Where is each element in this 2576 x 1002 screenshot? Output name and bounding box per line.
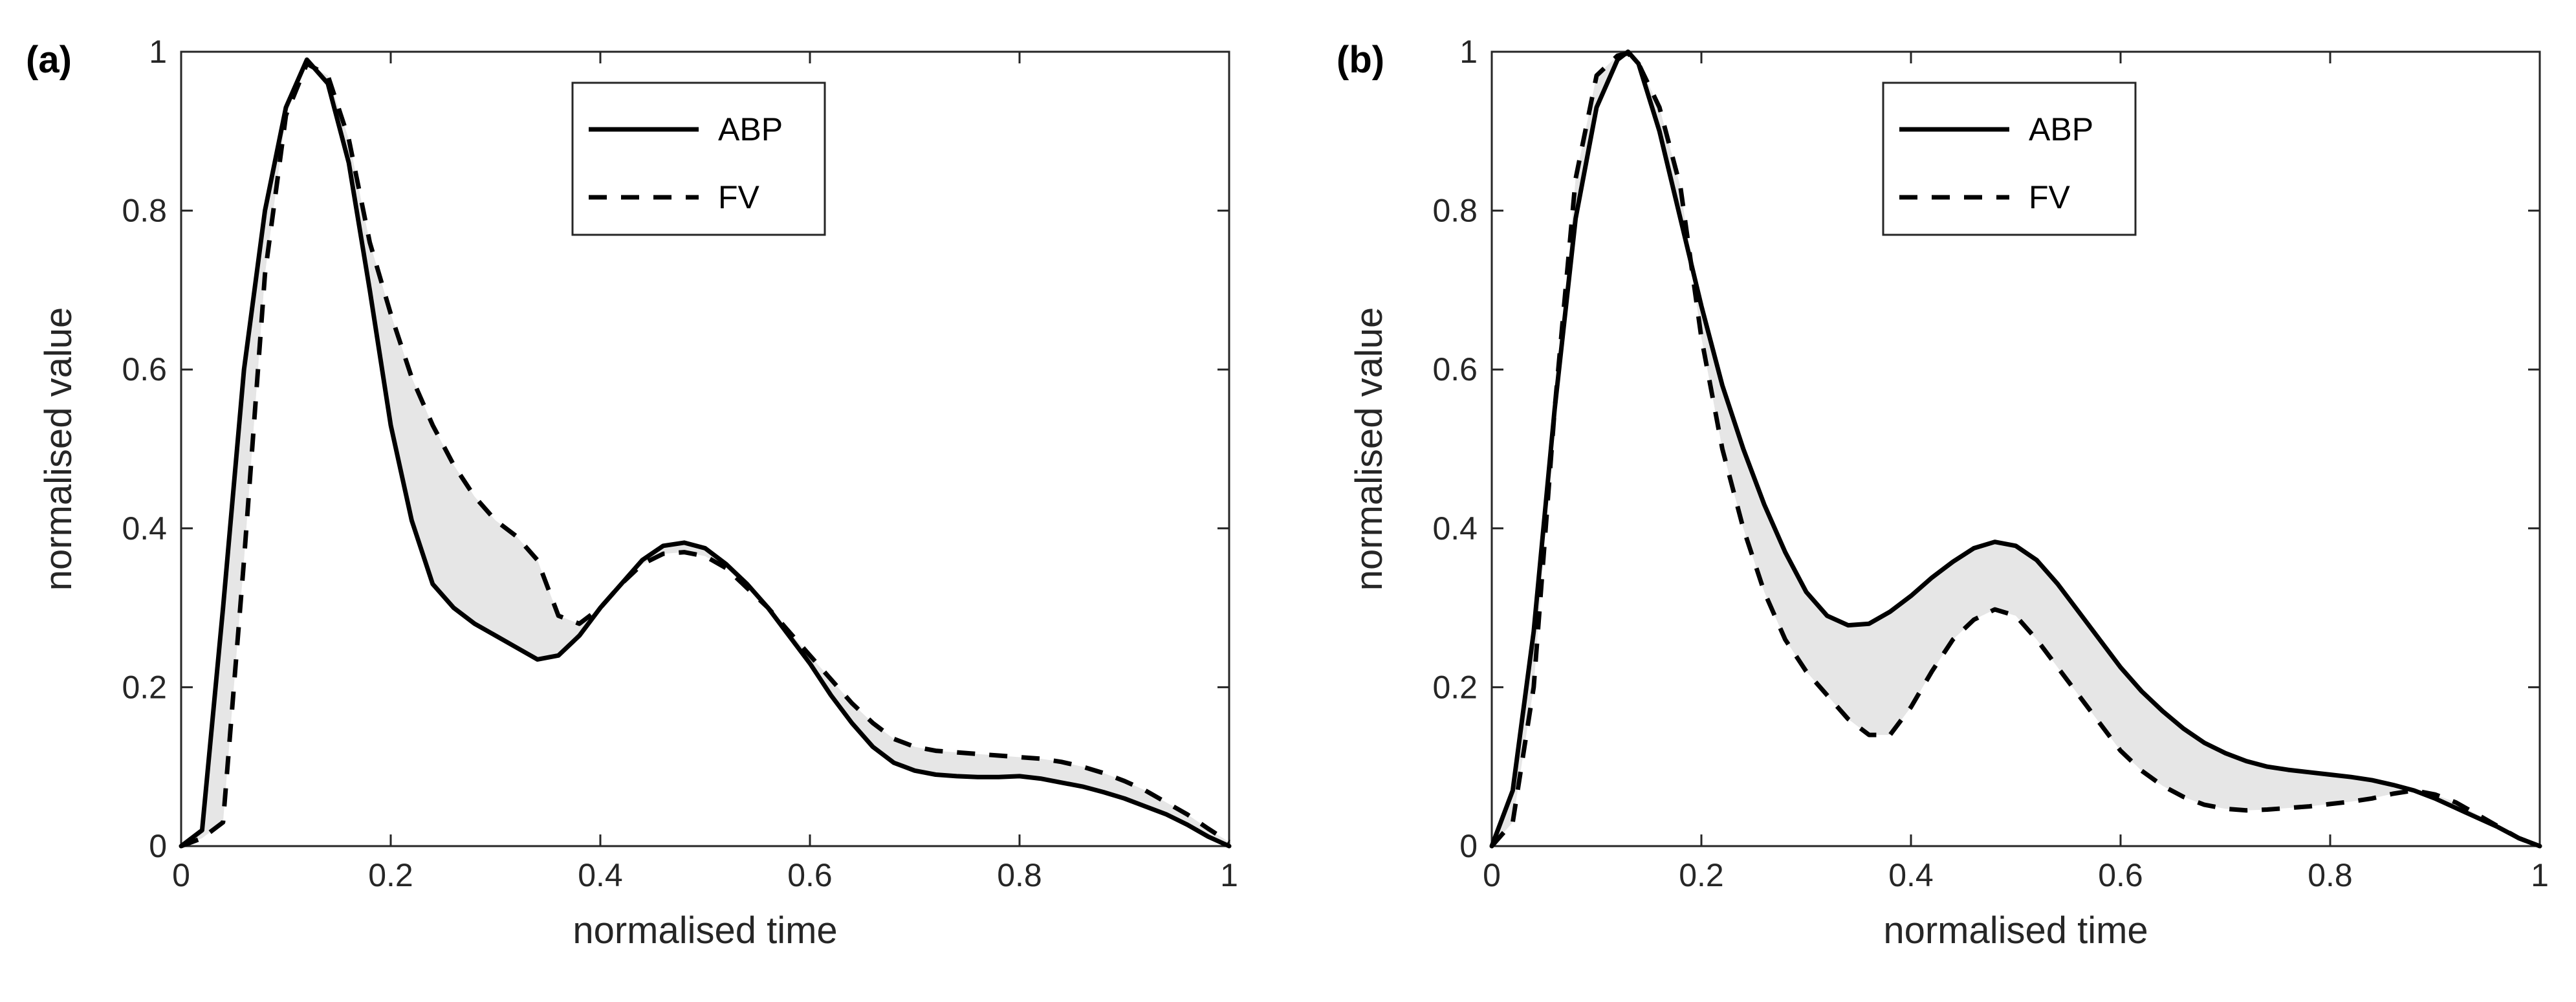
y-tick-label: 1	[149, 34, 167, 70]
legend-label-abp: ABP	[2029, 111, 2093, 147]
legend: ABP FV	[1882, 82, 2137, 236]
x-tick-label: 0	[1483, 857, 1501, 893]
legend-label-fv: FV	[718, 179, 760, 215]
chart-panel-a: 0 0.2 0.4 0.6 0.8 1 0 0.2 0.4 0.6 0.8 1 normalised t…	[26, 34, 1238, 952]
y-tick-label: 0	[149, 828, 167, 864]
y-tick-label: 0.6	[122, 351, 167, 387]
series-line-fv	[180, 61, 1230, 849]
y-tick-label: 0	[1459, 828, 1478, 864]
axes-box	[180, 50, 1230, 847]
legend-label-abp: ABP	[718, 111, 783, 147]
series-line-abp	[179, 57, 1232, 849]
series-line-abp	[1489, 49, 2542, 849]
x-tick-label: 0.8	[2308, 857, 2353, 893]
chart-panel-b: 0 0.2 0.4 0.6 0.8 1 0 0.2 0.4 0.6 0.8 1 normalised t…	[1337, 34, 2549, 952]
x-tick-label: 0.4	[578, 857, 623, 893]
x-tick-label: 0.6	[787, 857, 833, 893]
x-tick-label: 1	[1220, 857, 1238, 893]
y-tick-label: 0.2	[122, 669, 167, 705]
legend: ABP FV	[571, 82, 826, 236]
y-axis-title: normalised value	[38, 307, 80, 591]
legend-box	[1882, 82, 2137, 236]
x-tick-label: 0.2	[1679, 857, 1724, 893]
y-tick-label: 1	[1459, 34, 1478, 70]
legend-label-fv: FV	[2029, 179, 2071, 215]
y-tick-label: 0.8	[1432, 193, 1478, 229]
y-tick-label: 0.4	[1432, 510, 1478, 547]
legend-box	[571, 82, 826, 236]
x-axis-title: normalised time	[573, 909, 837, 952]
x-tick-label: 0.2	[368, 857, 413, 893]
x-tick-label: 1	[2531, 857, 2549, 893]
series-line-fv	[1490, 51, 2541, 849]
panel-label: (a)	[26, 39, 72, 81]
axes-box	[1490, 50, 2541, 847]
x-tick-label: 0.8	[997, 857, 1042, 893]
x-axis-title: normalised time	[1883, 909, 2148, 952]
panel-label: (b)	[1337, 39, 1384, 81]
y-tick-label: 0.6	[1432, 351, 1478, 387]
x-tick-label: 0.4	[1888, 857, 1934, 893]
y-tick-label: 0.2	[1432, 669, 1478, 705]
x-tick-label: 0.6	[2098, 857, 2143, 893]
y-tick-label: 0.4	[122, 510, 167, 547]
y-axis-title: normalised value	[1348, 307, 1390, 591]
x-tick-label: 0	[172, 857, 190, 893]
y-tick-label: 0.8	[122, 193, 167, 229]
